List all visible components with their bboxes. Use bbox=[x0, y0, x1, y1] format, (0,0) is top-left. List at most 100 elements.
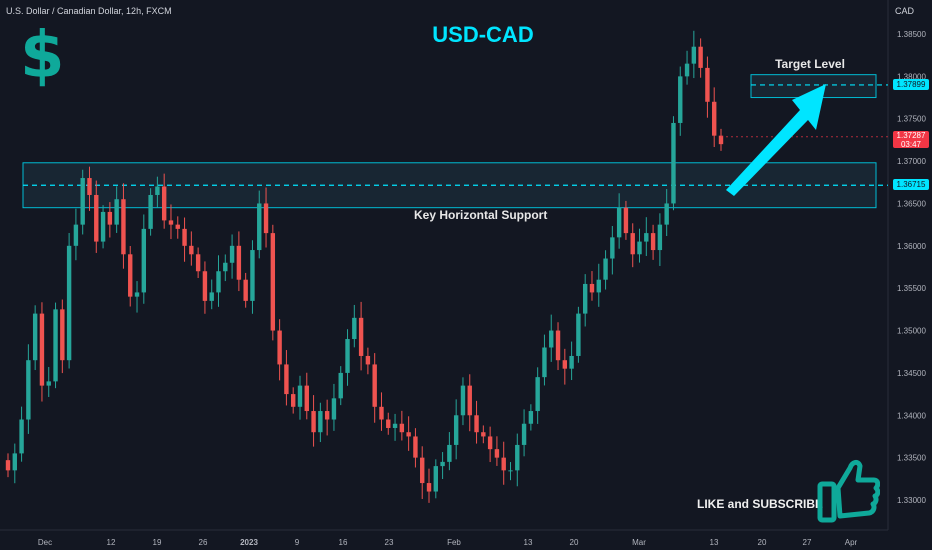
candle-body bbox=[392, 423, 398, 428]
candle-body bbox=[487, 436, 493, 450]
y-tick-label: 1.34500 bbox=[897, 369, 926, 378]
candle-body bbox=[243, 279, 248, 301]
candle-body bbox=[107, 211, 113, 225]
candle-body bbox=[535, 377, 540, 412]
candle-body bbox=[94, 194, 99, 242]
candle-body bbox=[60, 309, 65, 361]
candle-body bbox=[134, 292, 140, 297]
candle-body bbox=[87, 178, 92, 195]
support-label: Key Horizontal Support bbox=[414, 208, 548, 222]
candle-body bbox=[569, 355, 574, 369]
candle-body bbox=[26, 360, 31, 420]
candle-body bbox=[406, 432, 411, 437]
candle-body bbox=[494, 449, 500, 458]
candle-body bbox=[128, 254, 133, 297]
candle-body bbox=[284, 364, 289, 395]
candle-body bbox=[19, 419, 24, 454]
candle-body bbox=[684, 63, 690, 77]
candle-body bbox=[671, 122, 676, 204]
candle-body bbox=[216, 271, 221, 293]
y-tick-label: 1.37500 bbox=[897, 115, 926, 124]
y-tick-label: 1.33500 bbox=[897, 454, 926, 463]
x-tick-label: 20 bbox=[570, 538, 579, 547]
candle-body bbox=[440, 461, 445, 467]
y-tick-label: 1.36500 bbox=[897, 199, 926, 208]
candle-body bbox=[39, 313, 45, 386]
y-tick-label: 1.38000 bbox=[897, 72, 926, 81]
candle-body bbox=[168, 220, 174, 225]
candle-body bbox=[399, 423, 405, 433]
candle-body bbox=[236, 245, 242, 280]
candle-body bbox=[644, 233, 649, 242]
target-price-tag: 1.37899 bbox=[893, 79, 929, 90]
x-tick-label: 9 bbox=[295, 538, 300, 547]
x-tick-label: 23 bbox=[385, 538, 394, 547]
candle-body bbox=[623, 207, 629, 234]
candle-body bbox=[100, 211, 106, 242]
x-tick-label: 26 bbox=[199, 538, 208, 547]
candle-body bbox=[358, 317, 364, 356]
x-tick-label: 13 bbox=[710, 538, 719, 547]
candle-body bbox=[365, 355, 371, 365]
y-tick-label: 1.35000 bbox=[897, 327, 926, 336]
candle-body bbox=[426, 483, 432, 492]
candle-body bbox=[420, 457, 425, 484]
candle-body bbox=[277, 330, 282, 365]
candle-body bbox=[549, 330, 554, 348]
y-tick-label: 1.35500 bbox=[897, 284, 926, 293]
x-tick-label: 20 bbox=[758, 538, 767, 547]
symbol-info: U.S. Dollar / Canadian Dollar, 12h, FXCM bbox=[6, 6, 172, 16]
x-tick-label: 27 bbox=[803, 538, 812, 547]
candle-body bbox=[331, 398, 337, 420]
candle-body bbox=[175, 224, 180, 229]
dollar-icon: $ bbox=[20, 19, 65, 93]
candle-body bbox=[467, 385, 472, 416]
candle-body bbox=[121, 199, 126, 255]
y-tick-label: 1.37000 bbox=[897, 157, 926, 166]
candle-body bbox=[161, 186, 167, 221]
candle-body bbox=[555, 330, 561, 361]
candle-body bbox=[501, 457, 506, 471]
y-tick-label: 1.38500 bbox=[897, 30, 926, 39]
candle-body bbox=[657, 224, 663, 251]
candle-body bbox=[521, 423, 527, 445]
candle-body bbox=[481, 432, 486, 437]
support-price-tag: 1.36715 bbox=[893, 179, 929, 190]
candle-body bbox=[582, 283, 588, 314]
candle-body bbox=[46, 381, 51, 386]
candle-body bbox=[297, 385, 303, 407]
candle-body bbox=[379, 406, 384, 420]
x-tick-label: Dec bbox=[38, 538, 52, 547]
candle-body bbox=[460, 385, 466, 416]
candle-body bbox=[352, 317, 357, 340]
current-price-tag: 1.37287 03:47 bbox=[893, 131, 929, 149]
candle-body bbox=[433, 466, 438, 492]
candle-body bbox=[413, 436, 418, 458]
x-tick-label: 2023 bbox=[240, 538, 258, 547]
x-tick-label: 12 bbox=[107, 538, 116, 547]
candle-body bbox=[257, 203, 262, 251]
candle-body bbox=[698, 46, 703, 68]
x-tick-label: Feb bbox=[447, 538, 461, 547]
candle-body bbox=[678, 76, 683, 123]
candle-body bbox=[691, 46, 697, 64]
target-level-label: Target Level bbox=[775, 57, 845, 71]
candle-body bbox=[114, 199, 119, 225]
candle-body bbox=[542, 347, 547, 378]
candle-body bbox=[223, 262, 228, 272]
candle-body bbox=[528, 411, 534, 424]
thumbs-up-icon[interactable] bbox=[816, 454, 880, 524]
candle-body bbox=[270, 233, 276, 331]
candle-body bbox=[148, 194, 153, 229]
candle-body bbox=[447, 444, 452, 462]
x-tick-label: 19 bbox=[153, 538, 162, 547]
candle-body bbox=[576, 313, 581, 356]
candle-body bbox=[372, 364, 377, 407]
candle-body bbox=[155, 186, 160, 195]
candle-body bbox=[718, 135, 724, 145]
y-tick-label: 1.33000 bbox=[897, 496, 926, 505]
candle-body bbox=[616, 207, 622, 238]
candle-body bbox=[562, 360, 568, 369]
x-tick-label: 16 bbox=[339, 538, 348, 547]
